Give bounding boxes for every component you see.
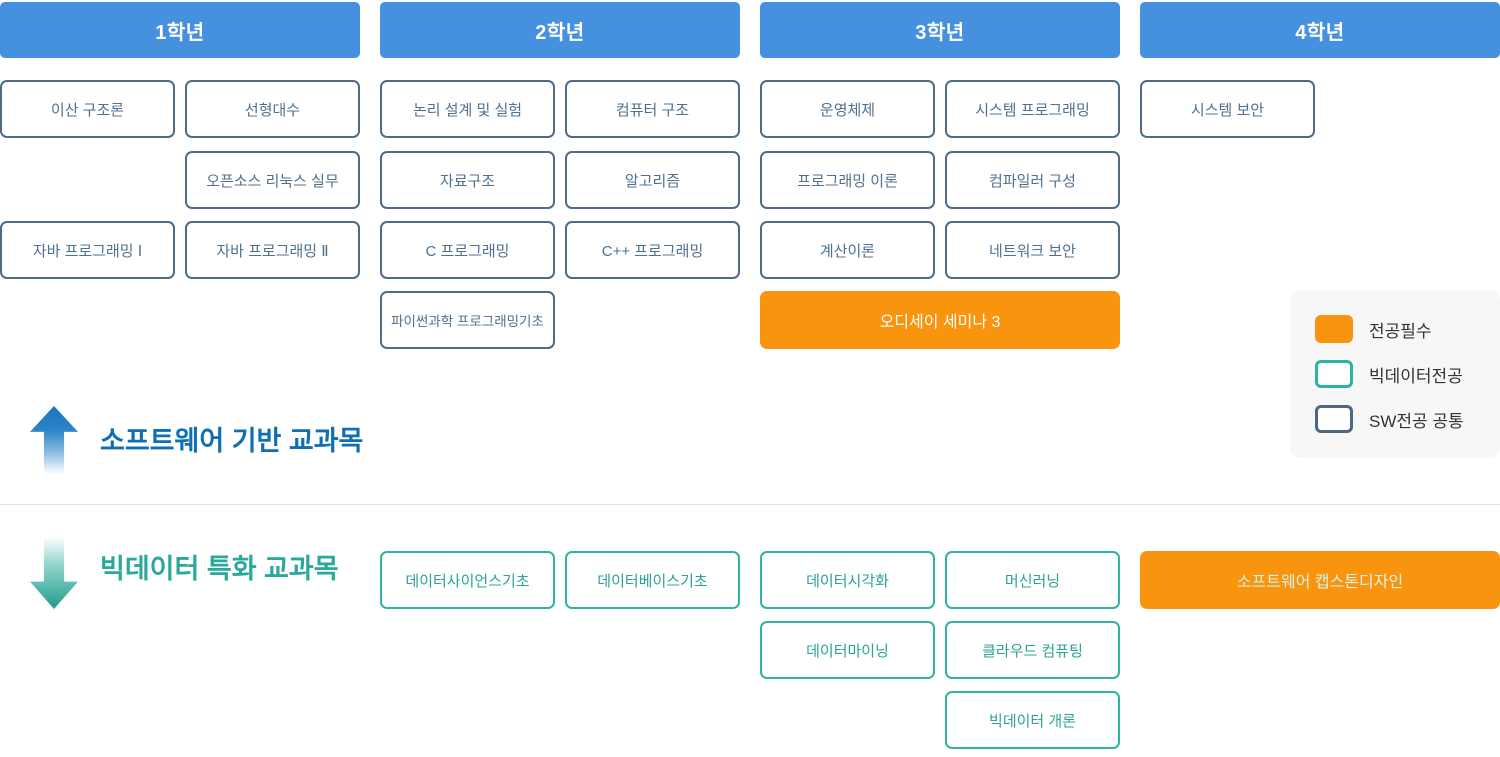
course-box: 파이썬과학 프로그래밍기초 xyxy=(380,291,555,349)
required-swatch-icon xyxy=(1315,315,1353,343)
section-divider xyxy=(0,504,1500,505)
course-box: 빅데이터 개론 xyxy=(945,691,1120,749)
course-box: 오픈소스 리눅스 실무 xyxy=(185,151,360,209)
sw-common-swatch-icon xyxy=(1315,405,1353,433)
down-arrow-icon xyxy=(30,537,78,609)
year-header-1: 1학년 xyxy=(0,2,360,58)
year-header-2: 2학년 xyxy=(380,2,740,58)
course-box: 자료구조 xyxy=(380,151,555,209)
course-box: 데이터사이언스기초 xyxy=(380,551,555,609)
course-box: 네트워크 보안 xyxy=(945,221,1120,279)
course-box: 이산 구조론 xyxy=(0,80,175,138)
bigdata-section-title: 빅데이터 특화 교과목 xyxy=(100,554,339,584)
legend-label: 전공필수 xyxy=(1369,321,1432,341)
up-arrow-icon xyxy=(30,406,78,474)
course-box: C 프로그래밍 xyxy=(380,221,555,279)
course-box: 소프트웨어 캡스톤디자인 xyxy=(1140,551,1500,609)
course-box: 알고리즘 xyxy=(565,151,740,209)
course-box: 클라우드 컴퓨팅 xyxy=(945,621,1120,679)
course-box: 자바 프로그래밍 Ⅰ xyxy=(0,221,175,279)
course-box: 데이터베이스기초 xyxy=(565,551,740,609)
course-box: 컴파일러 구성 xyxy=(945,151,1120,209)
course-box: 선형대수 xyxy=(185,80,360,138)
course-box: 논리 설계 및 실험 xyxy=(380,80,555,138)
course-box: C++ 프로그래밍 xyxy=(565,221,740,279)
legend-label: 빅데이터전공 xyxy=(1369,366,1463,386)
course-box: 자바 프로그래밍 Ⅱ xyxy=(185,221,360,279)
course-box: 컴퓨터 구조 xyxy=(565,80,740,138)
course-box: 머신러닝 xyxy=(945,551,1120,609)
legend-item-bigdata: 빅데이터전공 xyxy=(1315,360,1500,388)
course-box: 시스템 보안 xyxy=(1140,80,1315,138)
year-header-4: 4학년 xyxy=(1140,2,1500,58)
bigdata-swatch-icon xyxy=(1315,360,1353,388)
course-box: 운영체제 xyxy=(760,80,935,138)
legend-item-sw-common: SW전공 공통 xyxy=(1315,405,1500,433)
legend-item-required: 전공필수 xyxy=(1315,315,1500,343)
course-box: 오디세이 세미나 3 xyxy=(760,291,1120,349)
course-box: 시스템 프로그래밍 xyxy=(945,80,1120,138)
course-box: 데이터마이닝 xyxy=(760,621,935,679)
year-header-3: 3학년 xyxy=(760,2,1120,58)
course-box: 계산이론 xyxy=(760,221,935,279)
course-box: 프로그래밍 이론 xyxy=(760,151,935,209)
course-box: 데이터시각화 xyxy=(760,551,935,609)
legend-label: SW전공 공통 xyxy=(1369,411,1464,431)
software-section-title: 소프트웨어 기반 교과목 xyxy=(100,426,364,456)
